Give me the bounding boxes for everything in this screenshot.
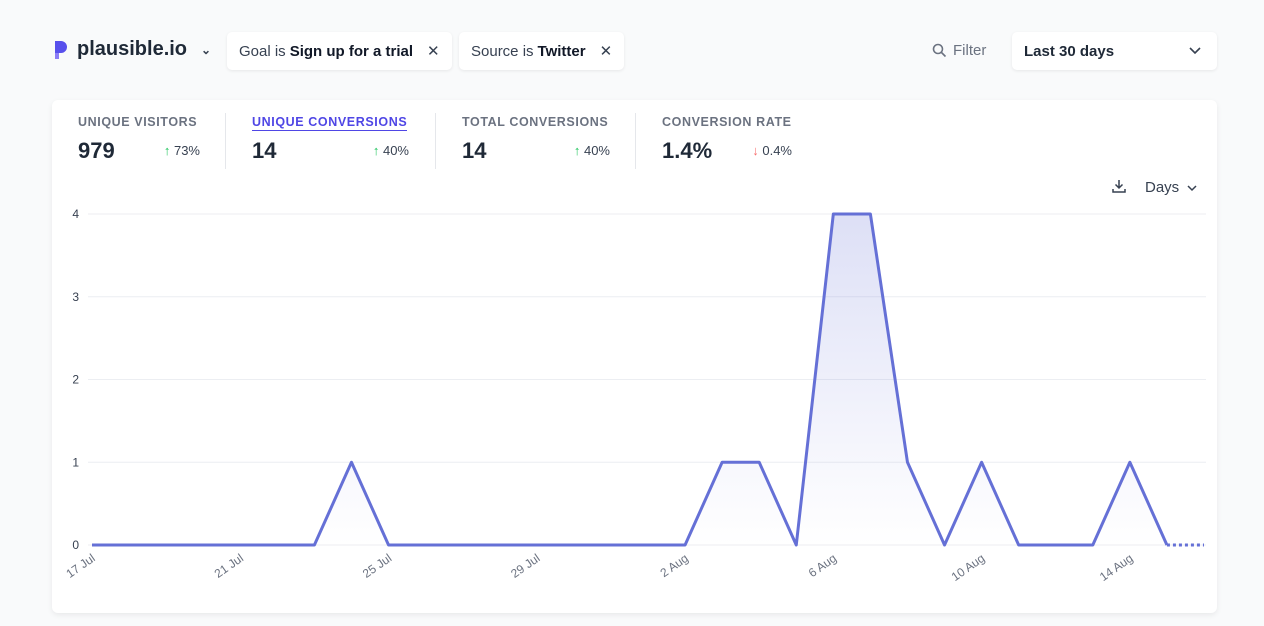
filter-prefix: Goal is — [239, 42, 286, 60]
y-tick-label: 1 — [72, 455, 79, 469]
series-line — [92, 212, 1169, 547]
stat-value: 14 — [252, 138, 277, 163]
x-tick-label: 2 Aug — [658, 551, 691, 580]
stat-change: 40% — [583, 143, 610, 158]
stat-value: 14 — [462, 138, 487, 163]
arrow-up-icon: ↑ — [372, 143, 380, 158]
y-tick-label: 4 — [72, 207, 79, 221]
filter-button[interactable]: Filter — [932, 42, 986, 59]
chevron-down-icon — [1189, 47, 1201, 55]
interval-value: Days — [1145, 179, 1180, 196]
y-tick-label: 3 — [72, 290, 79, 304]
stat-label: UNIQUE VISITORS — [78, 115, 198, 129]
y-tick-label: 0 — [72, 538, 79, 552]
x-tick-label: 10 Aug — [949, 551, 988, 584]
chevron-down-icon — [1187, 185, 1197, 191]
divider — [435, 113, 436, 169]
stat-label: TOTAL CONVERSIONS — [462, 115, 609, 129]
x-tick-label: 21 Jul — [212, 551, 246, 581]
stat-value: 979 — [78, 138, 115, 163]
x-tick-label: 25 Jul — [360, 551, 394, 581]
filter-value: Twitter — [537, 42, 586, 60]
y-tick-label: 2 — [72, 373, 79, 387]
site-name: plausible.io — [77, 38, 188, 60]
arrow-up-icon: ↑ — [573, 143, 581, 158]
site-switcher[interactable]: plausible.io ⌄ — [53, 38, 211, 61]
plausible-logo-icon — [55, 40, 67, 59]
stat-label: UNIQUE CONVERSIONS — [252, 115, 408, 131]
arrow-up-icon: ↑ — [163, 143, 171, 158]
series-area — [92, 214, 1167, 545]
stat-change: 40% — [382, 143, 409, 158]
chevron-down-icon: ⌄ — [201, 42, 212, 57]
date-range-value: Last 30 days — [1024, 42, 1115, 60]
stat-change: 0.4% — [762, 143, 792, 158]
close-icon[interactable]: ✕ — [599, 43, 613, 60]
filter-pill-goal[interactable]: Goal is Sign up for a trial ✕ — [227, 32, 452, 70]
stat-unique-visitors[interactable]: UNIQUE VISITORS 979 ↑ 73% — [78, 113, 200, 169]
stat-label: CONVERSION RATE — [662, 115, 792, 129]
divider — [635, 113, 636, 169]
graph-card — [52, 100, 1217, 613]
stat-unique-conversions[interactable]: UNIQUE CONVERSIONS 14 ↑ 40% — [252, 113, 409, 169]
filter-prefix: Source is — [471, 42, 534, 60]
filter-pill-source[interactable]: Source is Twitter ✕ — [459, 32, 625, 70]
stat-value: 1.4% — [662, 138, 713, 163]
download-icon — [1112, 180, 1126, 193]
arrow-down-icon: ↓ — [752, 143, 759, 158]
x-tick-label: 6 Aug — [806, 551, 839, 580]
stat-total-conversions[interactable]: TOTAL CONVERSIONS 14 ↑ 40% — [462, 113, 610, 169]
search-icon — [932, 43, 947, 58]
stat-change: 73% — [173, 143, 200, 158]
x-tick-label: 14 Aug — [1097, 551, 1136, 584]
x-tick-label: 17 Jul — [63, 551, 97, 581]
stat-conversion-rate[interactable]: CONVERSION RATE 1.4% ↓ 0.4% — [662, 113, 792, 169]
x-tick-label: 29 Jul — [508, 551, 542, 581]
close-icon[interactable]: ✕ — [427, 43, 440, 60]
interval-select[interactable]: Days — [1145, 179, 1197, 196]
filter-value: Sign up for a trial — [289, 42, 414, 60]
divider — [225, 113, 226, 169]
date-range-select[interactable]: Last 30 days — [1012, 32, 1217, 70]
download-button[interactable] — [1111, 178, 1127, 199]
filter-label: Filter — [953, 42, 987, 59]
